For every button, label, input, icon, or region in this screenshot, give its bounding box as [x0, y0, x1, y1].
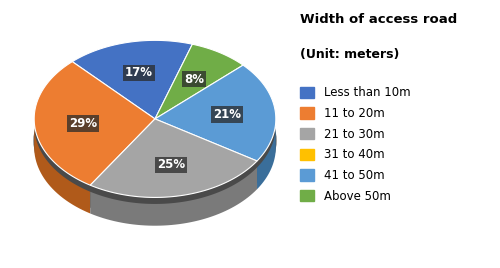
- PathPatch shape: [72, 40, 192, 119]
- Text: 17%: 17%: [125, 66, 153, 79]
- Text: Width of access road: Width of access road: [300, 13, 458, 27]
- Text: 25%: 25%: [157, 158, 185, 171]
- Text: 29%: 29%: [69, 117, 97, 130]
- Text: 8%: 8%: [184, 73, 204, 85]
- Polygon shape: [257, 123, 276, 189]
- Text: (Unit: meters): (Unit: meters): [300, 48, 400, 61]
- PathPatch shape: [155, 44, 243, 119]
- Polygon shape: [90, 168, 257, 226]
- Polygon shape: [34, 125, 90, 214]
- PathPatch shape: [90, 119, 257, 198]
- PathPatch shape: [34, 62, 155, 185]
- Ellipse shape: [34, 62, 276, 219]
- Text: 21%: 21%: [213, 108, 241, 121]
- PathPatch shape: [155, 65, 276, 161]
- Legend: Less than 10m, 11 to 20m, 21 to 30m, 31 to 40m, 41 to 50m, Above 50m: Less than 10m, 11 to 20m, 21 to 30m, 31 …: [300, 86, 410, 203]
